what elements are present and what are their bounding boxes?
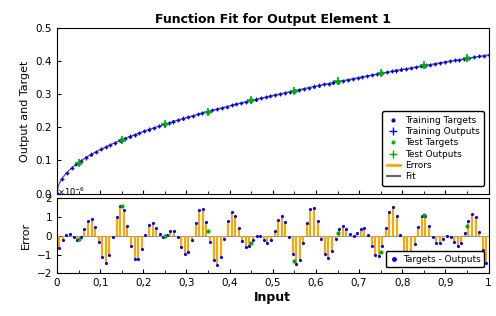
Y-axis label: Error: Error xyxy=(21,222,31,249)
Y-axis label: Output and Target: Output and Target xyxy=(20,60,30,162)
Title: Function Fit for Output Element 1: Function Fit for Output Element 1 xyxy=(155,13,391,26)
X-axis label: Input: Input xyxy=(254,291,291,304)
Legend: Targets - Outputs: Targets - Outputs xyxy=(385,251,484,267)
Text: $\times10^{-6}$: $\times10^{-6}$ xyxy=(57,185,85,198)
Legend: Training Targets, Training Outputs, Test Targets, Test Outputs, Errors, Fit: Training Targets, Training Outputs, Test… xyxy=(382,111,484,186)
